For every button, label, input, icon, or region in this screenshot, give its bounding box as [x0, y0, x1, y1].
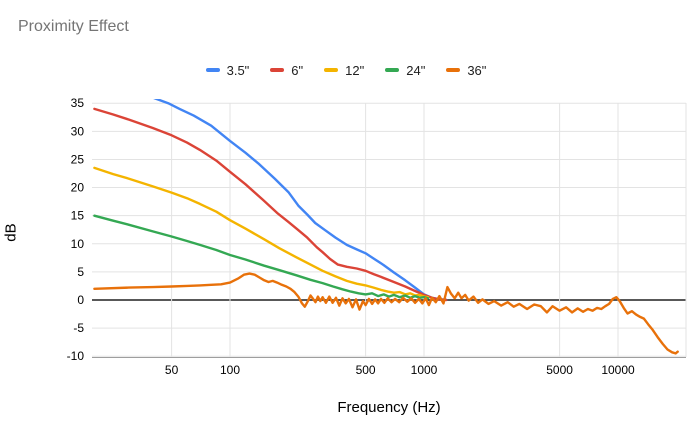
legend-swatch — [270, 68, 285, 72]
series-line-36in[interactable] — [93, 272, 679, 355]
chart-title: Proximity Effect — [18, 18, 129, 35]
x-tick-label: 10000 — [601, 363, 635, 377]
series-line-24in[interactable] — [93, 214, 430, 300]
series-line-6in[interactable] — [93, 107, 448, 302]
legend-item-3.5in[interactable]: 3.5" — [205, 62, 250, 78]
series-line-3.5in[interactable] — [94, 75, 448, 301]
y-tick-label: 10 — [71, 237, 85, 251]
y-tick-label: 0 — [77, 293, 84, 307]
legend-swatch — [205, 68, 220, 72]
y-tick-label: 5 — [77, 265, 84, 279]
y-tick-label: -5 — [73, 321, 84, 335]
x-axis-title: Frequency (Hz) — [337, 399, 441, 416]
x-tick-label: 500 — [356, 363, 376, 377]
legend-swatch — [324, 68, 339, 72]
legend-swatch — [385, 68, 400, 72]
series-line-12in[interactable] — [93, 166, 430, 299]
y-tick-label: 20 — [71, 181, 85, 195]
legend-item-12in[interactable]: 12" — [324, 63, 364, 78]
legend-label: 3.5" — [226, 62, 250, 78]
legend-label: 24" — [406, 62, 426, 78]
legend-swatch — [446, 68, 461, 72]
x-tick-label: 50 — [165, 363, 179, 377]
series-lines — [93, 75, 679, 355]
x-gridlines: 50 100 500 1000 5000 10000 — [92, 103, 687, 377]
chart-legend: 3.5" 6" 12" 24" 36" — [0, 59, 692, 81]
y-gridlines: 35 30 25 20 15 10 5 0 -5 -10 — [67, 96, 686, 363]
legend-item-36in[interactable]: 36" — [446, 63, 486, 78]
legend-label: 12" — [345, 62, 365, 78]
y-tick-label: 25 — [71, 152, 85, 166]
y-axis-title: dB — [2, 223, 20, 242]
legend-label: 36" — [467, 62, 487, 78]
y-tick-label: 15 — [71, 209, 85, 223]
legend-item-6in[interactable]: 6" — [270, 63, 303, 78]
x-tick-label: 5000 — [546, 363, 573, 377]
y-tick-label: 35 — [71, 96, 85, 110]
y-tick-label: 30 — [71, 124, 85, 138]
x-tick-label: 1000 — [411, 363, 438, 377]
x-tick-label: 100 — [220, 363, 240, 377]
legend-item-24in[interactable]: 24" — [385, 63, 425, 78]
y-tick-label: -10 — [67, 349, 85, 363]
legend-label: 6" — [291, 62, 304, 78]
